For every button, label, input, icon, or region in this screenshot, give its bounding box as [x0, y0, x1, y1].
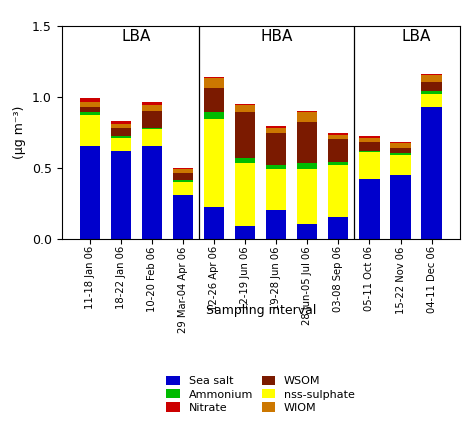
Bar	[204, 78, 224, 88]
Bar	[359, 138, 380, 142]
Bar	[173, 169, 193, 173]
Bar	[173, 167, 193, 169]
Bar	[235, 158, 255, 163]
Bar	[297, 225, 318, 239]
Bar	[359, 142, 380, 150]
Bar	[173, 182, 193, 195]
Text: HBA: HBA	[260, 29, 292, 44]
Bar	[111, 150, 131, 239]
Bar	[173, 195, 193, 239]
Bar	[359, 152, 380, 179]
Bar	[359, 150, 380, 152]
Bar	[111, 136, 131, 138]
Bar	[204, 77, 224, 78]
Bar	[391, 155, 410, 175]
Bar	[235, 105, 255, 112]
Bar	[204, 112, 224, 119]
Bar	[328, 135, 348, 139]
Bar	[80, 102, 100, 106]
Bar	[297, 163, 318, 169]
Bar	[328, 162, 348, 165]
Bar	[111, 124, 131, 128]
Bar	[142, 129, 162, 146]
Bar	[111, 121, 131, 124]
Bar	[391, 144, 410, 148]
Bar	[266, 127, 286, 128]
Bar	[173, 173, 193, 180]
Bar	[235, 163, 255, 226]
Text: LBA: LBA	[122, 29, 151, 44]
Bar	[421, 75, 442, 82]
Bar	[391, 153, 410, 155]
Bar	[142, 111, 162, 128]
Bar	[328, 165, 348, 217]
Bar	[80, 112, 100, 115]
Bar	[204, 88, 224, 112]
Bar	[80, 115, 100, 146]
Bar	[235, 112, 255, 158]
Bar	[421, 91, 442, 94]
Bar	[204, 207, 224, 239]
Bar	[142, 105, 162, 111]
Bar	[235, 226, 255, 239]
Bar	[266, 128, 286, 133]
Bar	[328, 217, 348, 239]
Text: Sampling interval: Sampling interval	[206, 305, 316, 317]
Bar	[266, 165, 286, 169]
Bar	[328, 139, 348, 162]
Bar	[111, 128, 131, 136]
Y-axis label: (μg m⁻³): (μg m⁻³)	[13, 105, 27, 159]
Bar	[266, 169, 286, 210]
Bar	[391, 148, 410, 153]
Bar	[297, 111, 318, 112]
Bar	[421, 82, 442, 91]
Bar	[204, 119, 224, 207]
Bar	[142, 146, 162, 239]
Bar	[297, 112, 318, 122]
Bar	[297, 169, 318, 225]
Bar	[142, 128, 162, 129]
Bar	[80, 106, 100, 112]
Bar	[421, 94, 442, 106]
Bar	[111, 138, 131, 150]
Bar	[235, 104, 255, 105]
Bar	[142, 102, 162, 105]
Text: LBA: LBA	[401, 29, 431, 44]
Bar	[421, 74, 442, 75]
Bar	[421, 106, 442, 239]
Bar	[266, 133, 286, 165]
Bar	[173, 180, 193, 182]
Bar	[297, 122, 318, 163]
Bar	[359, 179, 380, 239]
Bar	[391, 175, 410, 239]
Bar	[391, 142, 410, 144]
Bar	[266, 210, 286, 239]
Bar	[80, 98, 100, 102]
Legend: Sea salt, Ammonium, Nitrate, WSOM, nss-sulphate, WIOM: Sea salt, Ammonium, Nitrate, WSOM, nss-s…	[163, 373, 358, 416]
Bar	[328, 133, 348, 135]
Bar	[80, 146, 100, 239]
Bar	[359, 136, 380, 138]
